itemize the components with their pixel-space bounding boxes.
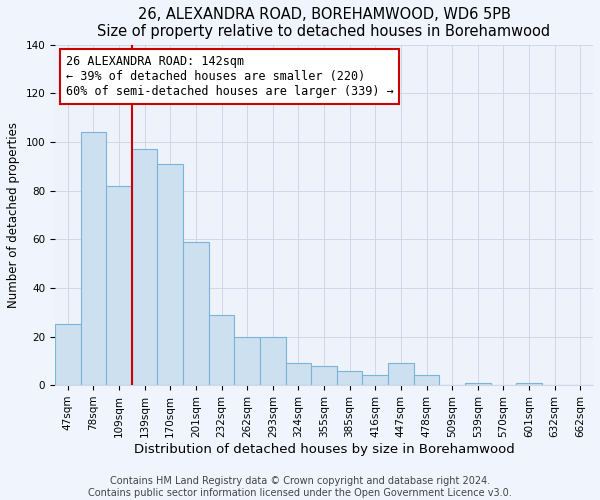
Y-axis label: Number of detached properties: Number of detached properties [7,122,20,308]
Bar [337,370,362,385]
Bar [80,132,106,385]
Title: 26, ALEXANDRA ROAD, BOREHAMWOOD, WD6 5PB
Size of property relative to detached h: 26, ALEXANDRA ROAD, BOREHAMWOOD, WD6 5PB… [97,7,551,40]
Bar [286,364,311,385]
Bar [413,376,439,385]
Bar [132,150,157,385]
Bar [362,376,388,385]
Bar [311,366,337,385]
Bar [235,336,260,385]
Bar [157,164,183,385]
Bar [465,382,491,385]
Bar [388,364,413,385]
Bar [260,336,286,385]
Bar [516,382,542,385]
Bar [55,324,80,385]
X-axis label: Distribution of detached houses by size in Borehamwood: Distribution of detached houses by size … [134,442,514,456]
Bar [209,314,235,385]
Text: Contains HM Land Registry data © Crown copyright and database right 2024.
Contai: Contains HM Land Registry data © Crown c… [88,476,512,498]
Bar [106,186,132,385]
Text: 26 ALEXANDRA ROAD: 142sqm
← 39% of detached houses are smaller (220)
60% of semi: 26 ALEXANDRA ROAD: 142sqm ← 39% of detac… [66,55,394,98]
Bar [183,242,209,385]
